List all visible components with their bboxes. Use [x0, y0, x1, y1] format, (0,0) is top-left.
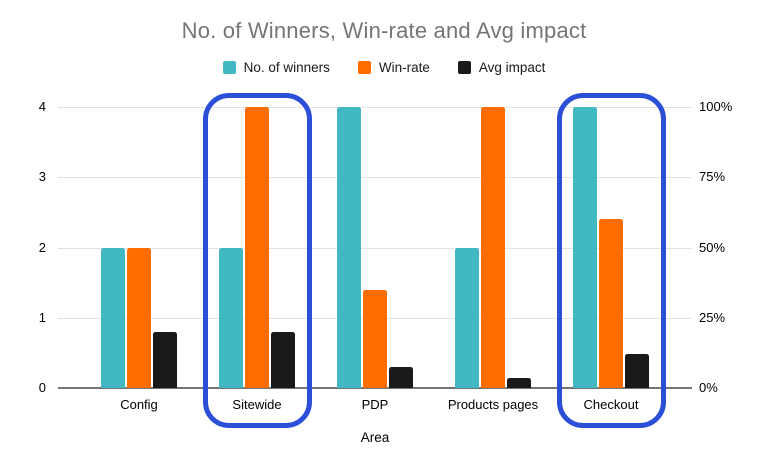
bar [507, 378, 531, 388]
legend-swatch-teal-icon [222, 61, 236, 74]
y-axis-tick-right: 75% [699, 169, 726, 185]
y-axis-tick-right: 0% [699, 380, 718, 395]
legend-item-no-of-winners: No. of winners [222, 60, 330, 75]
bar [573, 107, 597, 388]
gridline [58, 247, 692, 249]
gridline [58, 107, 692, 108]
bar [337, 107, 361, 388]
bar [219, 247, 243, 388]
bar [481, 107, 505, 388]
y-axis-tick-left: 2 [38, 239, 46, 255]
x-axis-title: Area [360, 430, 390, 445]
x-axis-label: Checkout [583, 397, 639, 412]
chart-title: No. of Winners, Win-rate and Avg impact [181, 18, 587, 43]
y-axis-tick-right: 100% [699, 99, 733, 114]
gridline [58, 177, 692, 179]
x-axis-label: Products pages [447, 397, 539, 412]
y-axis-tick-right: 25% [699, 309, 726, 325]
x-axis-label: PDP [361, 397, 389, 412]
y-axis-tick-left: 0 [38, 380, 46, 395]
bar [599, 219, 623, 388]
legend-item-win-rate: Win-rate [357, 60, 430, 75]
y-axis-tick-left: 4 [38, 99, 46, 114]
bar [625, 354, 649, 388]
legend: No. of winners Win-rate Avg impact [0, 60, 768, 75]
bar [389, 366, 413, 388]
y-axis-tick-left: 1 [38, 309, 46, 325]
bar [363, 289, 387, 388]
y-axis-tick-right: 50% [699, 239, 726, 255]
bar [271, 331, 295, 388]
legend-swatch-orange-icon [357, 61, 371, 74]
legend-item-avg-impact: Avg impact [457, 60, 546, 75]
x-axis-label: Sitewide [232, 397, 282, 412]
legend-label: No. of winners [243, 60, 330, 75]
legend-swatch-black-icon [457, 61, 471, 74]
x-axis-line [58, 387, 692, 389]
bar [101, 247, 125, 388]
legend-label: Win-rate [378, 60, 430, 75]
bar [245, 107, 269, 388]
bar [153, 331, 177, 388]
bar [455, 247, 479, 388]
legend-label: Avg impact [478, 60, 546, 75]
y-axis-tick-left: 3 [38, 169, 46, 185]
bar [127, 247, 151, 388]
x-axis-label: Config [120, 397, 158, 412]
